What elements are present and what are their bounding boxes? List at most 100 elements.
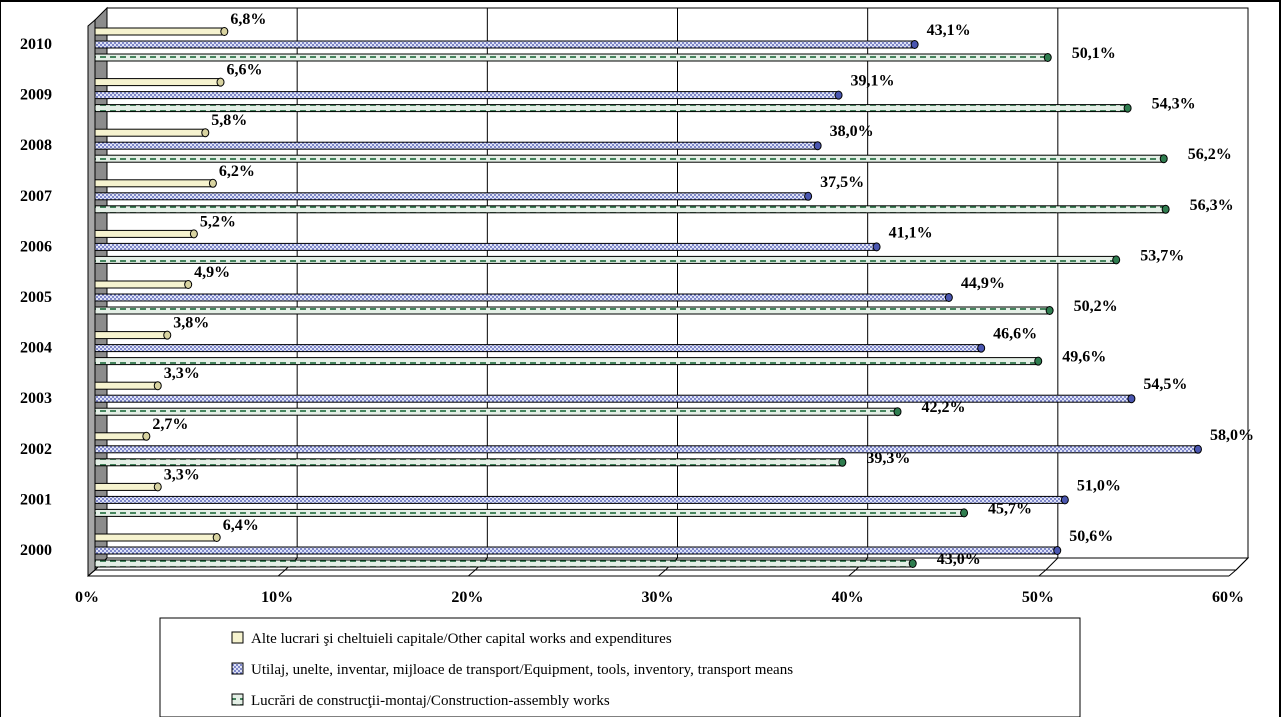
bar: [94, 229, 198, 239]
data-label: 3,3%: [164, 365, 200, 382]
bar: [94, 242, 881, 252]
tick-mark: [277, 569, 286, 577]
bar: [94, 546, 1062, 555]
tick-mark: [658, 569, 666, 577]
data-label: 56,2%: [1188, 146, 1232, 163]
data-label: 5,8%: [211, 112, 247, 129]
data-label: 39,1%: [851, 73, 895, 90]
x-tick-label: 50%: [1022, 589, 1054, 606]
data-labels: 2010 6,8% 43,1% 50,1% 2009 6,6% 39,1% 54,3% 2008…: [20, 11, 1254, 568]
legend-swatch: [231, 662, 244, 675]
bar: [94, 457, 847, 467]
data-label: 42,2%: [922, 399, 966, 416]
data-label: 6,4%: [223, 517, 259, 534]
data-label: 56,3%: [1190, 197, 1234, 214]
data-label: 43,0%: [937, 551, 981, 568]
data-label: 45,7%: [988, 500, 1032, 517]
data-label: 46,6%: [993, 326, 1037, 343]
data-label: 6,6%: [227, 62, 263, 79]
y-category-label: 2000: [20, 542, 52, 559]
bar: [94, 204, 1170, 214]
legend-swatch: [231, 693, 244, 706]
data-label: 43,1%: [927, 22, 971, 39]
y-category-label: 2009: [20, 87, 52, 104]
tick-mark: [848, 569, 856, 577]
data-label: 54,3%: [1152, 96, 1196, 113]
y-category-label: 2006: [20, 238, 52, 255]
x-tick-label: 40%: [832, 589, 864, 606]
data-label: 6,8%: [230, 11, 266, 28]
data-label: 41,1%: [889, 224, 933, 241]
legend-label: Lucrări de construcţii-montaj/Constructi…: [251, 693, 610, 709]
data-label: 44,9%: [961, 275, 1005, 292]
bar: [94, 394, 1136, 404]
data-label: 53,7%: [1140, 247, 1184, 264]
data-label: 50,2%: [1074, 298, 1118, 315]
data-label: 5,2%: [200, 213, 236, 230]
bar: [94, 407, 902, 417]
bar: [94, 343, 986, 353]
gridline-floor: [1045, 557, 1059, 571]
bar: [94, 431, 151, 441]
bar: [94, 27, 229, 36]
legend-box: [159, 617, 1081, 717]
legend-swatch: [231, 631, 244, 644]
bar: [94, 381, 162, 391]
data-label: 49,6%: [1062, 349, 1106, 366]
bar: [94, 306, 1054, 315]
bar: [94, 77, 225, 87]
data-label: 50,6%: [1069, 528, 1113, 545]
data-label: 38,0%: [830, 123, 874, 140]
x-tick-label: 10%: [261, 589, 293, 606]
data-label: 51,0%: [1077, 477, 1121, 494]
bars: [94, 27, 1202, 568]
bar: [94, 482, 162, 492]
legend-label: Alte lucrari şi cheltuieli capitale/Othe…: [251, 631, 672, 647]
data-label: 58,0%: [1210, 427, 1254, 444]
bar: [94, 559, 917, 568]
bar: [94, 178, 217, 188]
data-label: 3,8%: [173, 315, 209, 332]
bar: [94, 508, 969, 518]
bar: [94, 495, 1069, 505]
gridline-floor: [1235, 557, 1249, 571]
legend-entry: Lucrări de construcţii-montaj/Constructi…: [231, 693, 610, 709]
data-label: 6,2%: [219, 163, 255, 180]
x-tick-label: 0%: [75, 589, 99, 606]
bar: [94, 40, 919, 49]
y-category-label: 2002: [20, 441, 52, 458]
bar: [94, 103, 1132, 113]
data-label: 3,3%: [164, 466, 200, 483]
legend-entry: Alte lucrari şi cheltuieli capitale/Othe…: [231, 631, 672, 647]
legend-label: Utilaj, unelte, inventar, mijloace de tr…: [251, 662, 793, 678]
bar: [94, 330, 172, 340]
bar: [94, 533, 221, 542]
bar: [94, 90, 843, 100]
y-category-label: 2004: [20, 340, 52, 357]
x-tick-label: 20%: [451, 589, 483, 606]
data-label: 4,9%: [194, 264, 230, 281]
bar: [94, 356, 1043, 366]
tick-mark: [1038, 569, 1047, 577]
bar: [94, 53, 1052, 62]
bar: [94, 255, 1121, 265]
y-category-label: 2007: [20, 188, 52, 205]
bar: [94, 444, 1202, 454]
bar: [94, 128, 210, 138]
y-category-label: 2001: [20, 491, 52, 508]
data-label: 50,1%: [1072, 45, 1116, 62]
legend-entry: Utilaj, unelte, inventar, mijloace de tr…: [231, 662, 793, 678]
data-label: 2,7%: [152, 416, 188, 433]
data-label: 54,5%: [1143, 376, 1187, 393]
tick-mark: [468, 569, 476, 577]
x-tick-label: 30%: [642, 589, 674, 606]
y-category-label: 2003: [20, 390, 52, 407]
tick-mark: [87, 569, 96, 577]
bar: [94, 154, 1168, 164]
y-category-label: 2010: [20, 36, 52, 53]
tick-mark: [1228, 569, 1237, 577]
bar: [94, 293, 953, 302]
data-label: 37,5%: [820, 174, 864, 191]
